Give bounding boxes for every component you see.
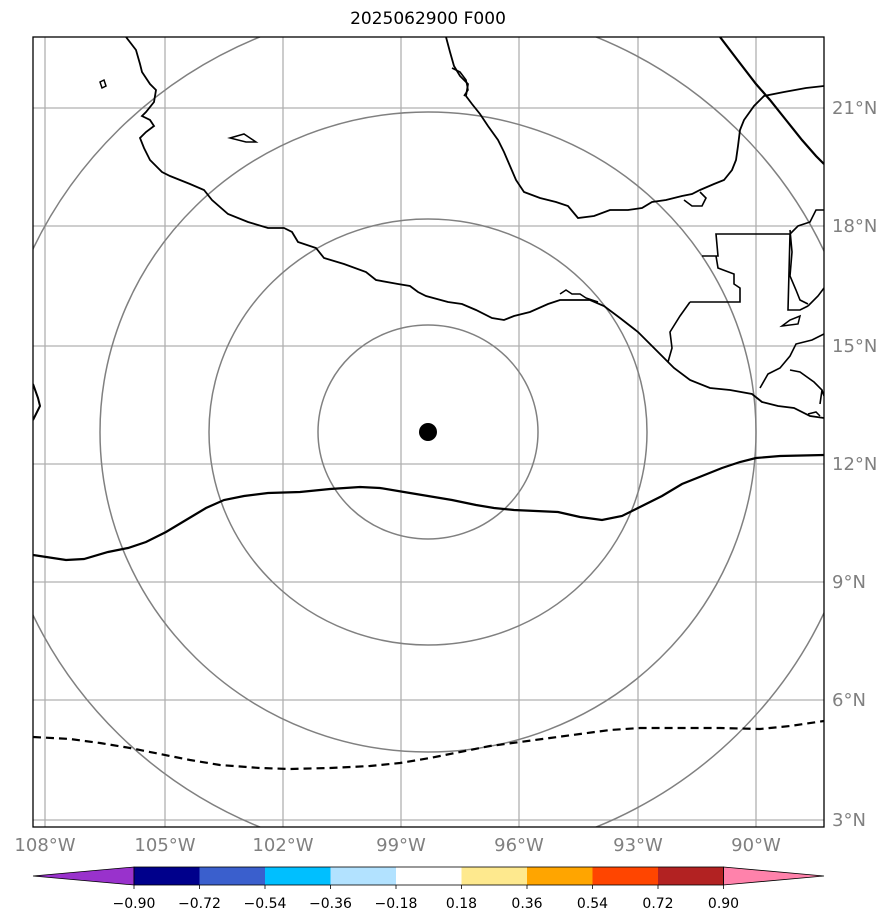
coastline-campeche	[683, 191, 707, 207]
coastline-lagoon	[451, 67, 469, 97]
island	[807, 411, 821, 417]
border-central-america	[759, 209, 824, 405]
border-guatemala	[667, 233, 809, 363]
colorbar-tick-label: −0.18	[375, 896, 418, 912]
island	[99, 78, 107, 90]
colorbar-swatch	[658, 867, 724, 885]
lat-label: 9°N	[832, 572, 866, 593]
colorbar-tick-label: 0.54	[577, 896, 608, 912]
lon-label: 105°W	[134, 835, 195, 856]
lat-label: 18°N	[832, 216, 877, 237]
dashed-contour	[33, 719, 824, 771]
solid-contour	[33, 453, 824, 562]
island	[227, 133, 259, 143]
colorbar-swatch	[134, 867, 200, 885]
lat-label: 6°N	[832, 690, 866, 711]
lat-label: 3°N	[832, 810, 866, 831]
lat-label: 21°N	[832, 98, 877, 119]
colorbar-swatch	[461, 867, 528, 885]
map-frame	[32, 36, 825, 828]
colorbar-swatch	[265, 867, 331, 885]
coastline-mexico-pacific	[125, 37, 824, 419]
island	[779, 314, 802, 328]
coastline-island-west	[33, 383, 42, 421]
colorbar-swatch	[396, 867, 462, 885]
colorbar-tick-label: −0.72	[178, 896, 221, 912]
colorbar-swatch	[592, 867, 659, 885]
colorbar: −0.90 −0.72 −0.54 −0.36 −0.18 0.18 0.36 0.54 0.7…	[32, 866, 825, 912]
colorbar-tick-label: 0.36	[511, 896, 542, 912]
map-title: 2025062900 F000	[350, 9, 506, 29]
colorbar-tick-label: −0.54	[244, 896, 287, 912]
border-belize-coast	[789, 229, 809, 305]
latitude-gridlines	[33, 107, 824, 821]
colorbar-swatch	[527, 867, 593, 885]
lon-label: 90°W	[731, 835, 781, 856]
lat-label: 12°N	[832, 454, 877, 475]
colorbar-tick-label: 0.72	[642, 896, 673, 912]
colorbar-tick-label: 0.90	[708, 896, 739, 912]
lon-label: 96°W	[494, 835, 544, 856]
colorbar-outline	[133, 866, 724, 886]
lon-label: 108°W	[14, 835, 75, 856]
coastline-gulf-of-mexico	[445, 37, 824, 219]
coastline-cuba	[719, 37, 824, 165]
island	[559, 289, 599, 303]
colorbar-extend-low	[32, 866, 135, 886]
latitude-labels: 21°N 18°N 15°N 12°N 9°N 6°N 3°N	[832, 98, 877, 831]
colorbar-extend-high	[723, 866, 825, 886]
lon-label: 102°W	[252, 835, 313, 856]
colorbar-swatch	[330, 867, 397, 885]
longitude-gridlines	[44, 37, 757, 827]
colorbar-tick-label: −0.90	[113, 896, 156, 912]
longitude-labels: 108°W 105°W 102°W 99°W 96°W 93°W 90°W	[14, 835, 781, 856]
colorbar-swatch	[199, 867, 266, 885]
range-rings	[33, 37, 824, 827]
lon-label: 99°W	[376, 835, 426, 856]
storm-center-marker	[419, 423, 437, 441]
colorbar-tick-label: 0.18	[446, 896, 477, 912]
lon-label: 93°W	[613, 835, 663, 856]
colorbar-tick-label: −0.36	[309, 896, 352, 912]
lat-label: 15°N	[832, 336, 877, 357]
